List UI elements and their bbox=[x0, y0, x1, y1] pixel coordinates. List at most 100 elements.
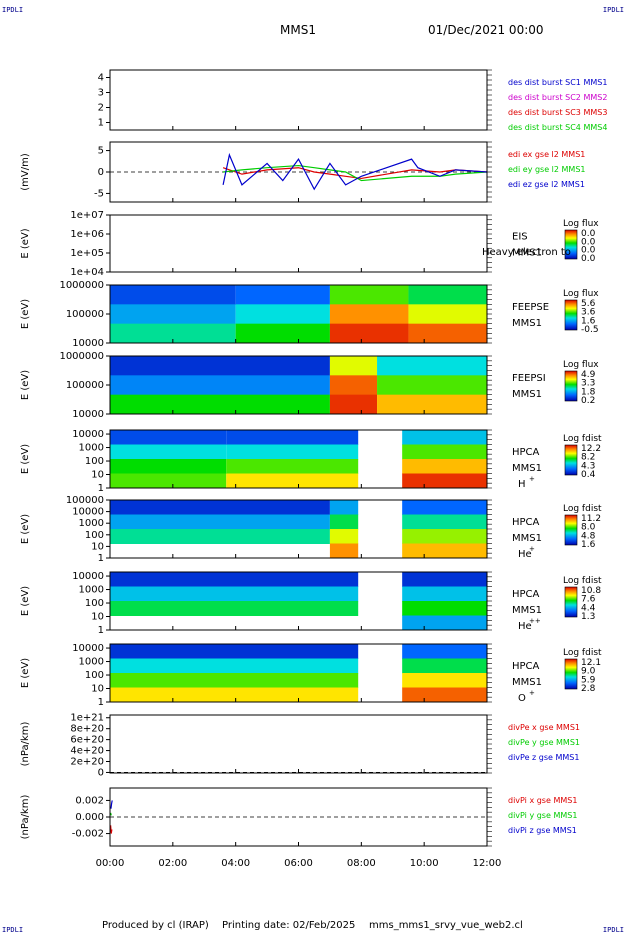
colorbar-tick-label: 1.8 bbox=[581, 387, 596, 397]
colorbar bbox=[564, 299, 578, 331]
spacecraft-label: MMS1 bbox=[512, 318, 542, 329]
colorbar-tick-label: 12.1 bbox=[581, 658, 601, 668]
instrument-label: HPCA bbox=[512, 589, 540, 600]
y-axis-label: (nPa/km) bbox=[20, 795, 31, 840]
panel-frame bbox=[109, 69, 488, 131]
legend-entry: des dist burst SC4 MMS4 bbox=[508, 123, 607, 132]
y-tick-label: 10 bbox=[91, 541, 104, 552]
heatmap-cell bbox=[110, 394, 330, 415]
heatmap-cell bbox=[377, 394, 487, 415]
heatmap-cell bbox=[110, 500, 330, 515]
overlay-text: Heavy electron to bbox=[482, 247, 571, 258]
colorbar-tick-label: 0.0 bbox=[581, 229, 596, 239]
heatmap-cell bbox=[402, 459, 487, 474]
y-tick-label: 100000 bbox=[66, 309, 104, 320]
colorbar-tick-label: 0.0 bbox=[581, 254, 596, 264]
species-charge: + bbox=[529, 689, 535, 697]
heatmap-cell bbox=[110, 285, 236, 305]
colorbar-tick-label: 3.6 bbox=[581, 308, 596, 318]
y-tick-label: 100000 bbox=[66, 380, 104, 391]
heatmap-cell bbox=[110, 473, 227, 489]
heatmap-cell bbox=[329, 543, 359, 559]
heatmap-cell bbox=[402, 543, 487, 559]
panel-7: Log fdist11.28.04.81.6HPCAMMS1He+1000001… bbox=[20, 495, 602, 564]
colorbar-tick-label: 2.8 bbox=[581, 684, 596, 694]
series-line bbox=[110, 800, 113, 809]
colorbar bbox=[564, 444, 578, 476]
colorbar-tick-label: 10.8 bbox=[581, 586, 601, 596]
series-line bbox=[223, 164, 488, 182]
y-tick-label: 10 bbox=[91, 612, 104, 623]
heatmap-cell bbox=[329, 304, 409, 325]
colorbar-tick-label: 1.6 bbox=[581, 540, 596, 550]
species-label: O bbox=[518, 693, 526, 704]
colorbar-tick-label: 5.9 bbox=[581, 675, 596, 685]
heatmap-cell bbox=[402, 615, 487, 631]
colorbar bbox=[564, 370, 578, 402]
y-tick-label: 1 bbox=[98, 697, 104, 708]
heatmap-cell bbox=[110, 514, 330, 530]
colorbar-tick-label: 1.3 bbox=[581, 612, 595, 622]
y-tick-label: 10000 bbox=[72, 643, 104, 654]
heatmap-cell bbox=[329, 356, 378, 376]
heatmap-cell bbox=[408, 323, 487, 344]
heatmap-cell bbox=[402, 430, 487, 445]
species-charge: + bbox=[529, 545, 535, 553]
y-tick-label: 1e+04 bbox=[70, 267, 104, 278]
species-label: H bbox=[518, 479, 526, 490]
colorbar-tick-label: 4.8 bbox=[581, 531, 596, 541]
legend-entry: edi ez gse l2 MMS1 bbox=[508, 180, 585, 189]
heatmap-cell bbox=[110, 572, 359, 587]
heatmap-cell bbox=[329, 375, 378, 396]
y-axis-label: E (eV) bbox=[20, 228, 31, 258]
y-tick-label: 1 bbox=[98, 483, 104, 494]
y-axis-label: E (eV) bbox=[20, 370, 31, 400]
panel-frame bbox=[109, 714, 488, 774]
y-tick-label: 8e+20 bbox=[70, 724, 104, 735]
y-tick-label: 0 bbox=[98, 767, 104, 778]
panels-group: des dist burst SC1 MMS1 des dist burst SC… bbox=[20, 69, 607, 869]
y-axis-label: E (eV) bbox=[20, 299, 31, 329]
heatmap-cell bbox=[402, 644, 487, 659]
colorbar-title: Log fdist bbox=[563, 648, 602, 658]
y-tick-label: 100 bbox=[85, 530, 104, 541]
colorbar-tick-label: 8.2 bbox=[581, 453, 595, 463]
heatmap-cell bbox=[329, 323, 409, 344]
y-tick-label: 0 bbox=[98, 167, 104, 178]
heatmap-cell bbox=[402, 473, 487, 489]
colorbar-title: Log flux bbox=[563, 289, 599, 299]
heatmap-background bbox=[110, 215, 487, 272]
y-tick-label: 1e+05 bbox=[70, 248, 104, 259]
colorbar bbox=[564, 586, 578, 618]
y-tick-label: 1000000 bbox=[59, 280, 104, 291]
y-tick-label: 2e+20 bbox=[70, 757, 104, 768]
heatmap-cell bbox=[402, 500, 487, 515]
y-tick-label: 1e+07 bbox=[70, 210, 104, 221]
instrument-label: EIS bbox=[512, 232, 528, 243]
series-line bbox=[110, 812, 112, 816]
legend-entry: des dist burst SC3 MMS3 bbox=[508, 108, 607, 117]
instrument-label: FEEPSE bbox=[512, 302, 549, 313]
colorbar-tick-label: 4.9 bbox=[581, 370, 596, 380]
heatmap-cell bbox=[110, 658, 359, 674]
time-tick-label: 00:00 bbox=[96, 858, 125, 869]
heatmap-cell bbox=[402, 658, 487, 674]
y-tick-label: 10000 bbox=[72, 429, 104, 440]
footer-printing-date: Printing date: 02/Feb/2025 bbox=[222, 920, 356, 931]
colorbar-tick-label: 4.4 bbox=[581, 603, 596, 613]
heatmap-cell bbox=[402, 444, 487, 460]
corner-tag-top-left: IPDLI bbox=[2, 6, 24, 14]
y-tick-label: 4 bbox=[98, 73, 104, 84]
y-tick-label: 3 bbox=[98, 88, 104, 99]
heatmap-cell bbox=[110, 304, 236, 325]
colorbar-title: Log flux bbox=[563, 360, 599, 370]
time-tick-label: 08:00 bbox=[347, 858, 376, 869]
heatmap-cell bbox=[377, 375, 487, 396]
heatmap-cell bbox=[110, 459, 227, 474]
heatmap-cell bbox=[402, 687, 487, 703]
species-charge: ++ bbox=[529, 617, 541, 625]
